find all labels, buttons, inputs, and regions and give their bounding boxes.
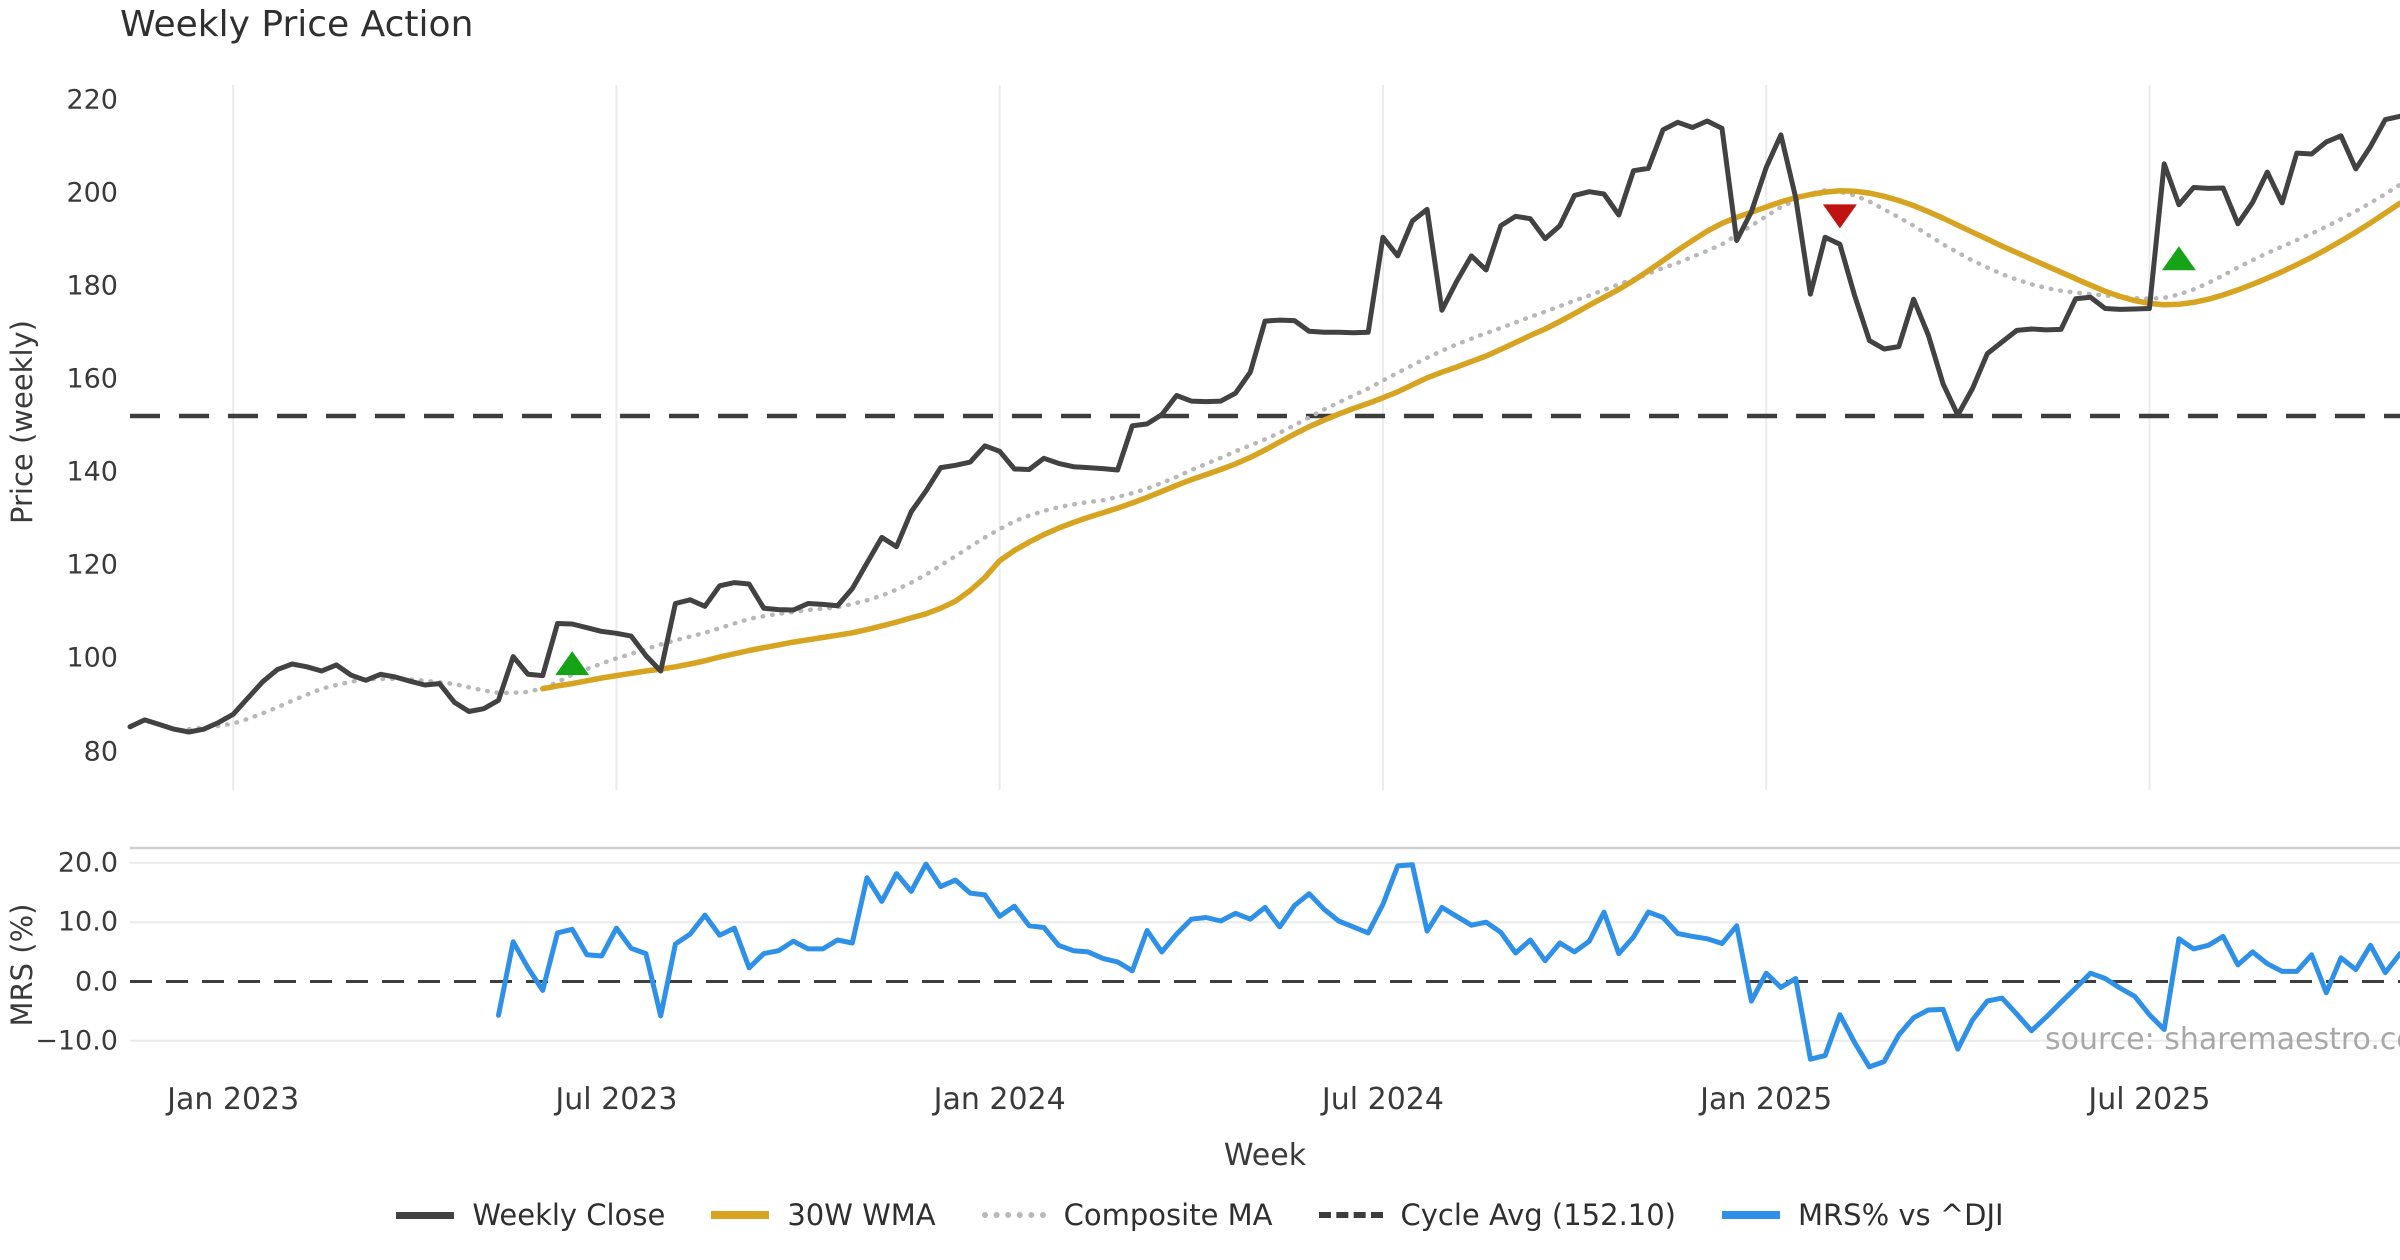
tick-label: 220 xyxy=(66,84,118,116)
chart-title: Weekly Price Action xyxy=(120,4,474,45)
tick-label: −10.0 xyxy=(35,1025,118,1057)
x-tick-Jul 2024: Jul 2024 xyxy=(1321,1082,1444,1117)
price-axis-label: Price (weekly) xyxy=(5,320,39,525)
source-watermark: source: sharemaestro.com xyxy=(2045,1022,2400,1057)
legend-label: MRS% vs ^DJI xyxy=(1798,1198,2004,1232)
tick-label: 160 xyxy=(66,363,118,395)
tick-label: 100 xyxy=(66,642,118,674)
composite-ma-line xyxy=(186,182,2400,732)
legend-item-wma: 30W WMA xyxy=(711,1198,936,1232)
tick-label: 80 xyxy=(83,736,118,767)
tick-label: 200 xyxy=(66,177,118,209)
buy-signal-icon xyxy=(555,651,590,676)
buy-signal-icon xyxy=(2161,246,2196,271)
legend-item-cycle: Cycle Avg (152.10) xyxy=(1318,1198,1677,1232)
tick-label: 0.0 xyxy=(75,966,118,997)
mrs-line xyxy=(496,861,2400,1070)
tick-label: 20.0 xyxy=(57,847,118,879)
sell-signal-icon xyxy=(1822,204,1857,229)
legend-item-mrs: MRS% vs ^DJI xyxy=(1722,1198,2004,1232)
tick-label: 10.0 xyxy=(57,906,118,938)
tick-label: 180 xyxy=(66,270,118,302)
wma-swatch-icon xyxy=(711,1211,770,1219)
legend-label: 30W WMA xyxy=(787,1198,936,1232)
legend-label: Cycle Avg (152.10) xyxy=(1400,1198,1677,1232)
legend-label: Composite MA xyxy=(1063,1198,1273,1232)
tick-label: 120 xyxy=(66,549,118,581)
x-axis-label: Week xyxy=(1223,1138,1307,1173)
weekly-close-swatch-icon xyxy=(396,1211,455,1219)
x-tick-Jul 2023: Jul 2023 xyxy=(555,1082,678,1117)
cycle-avg-swatch-icon xyxy=(1318,1212,1383,1218)
wma-30w-line xyxy=(539,188,2400,692)
composite-swatch-icon xyxy=(981,1212,1046,1218)
legend-item-weekly-close: Weekly Close xyxy=(396,1198,665,1232)
legend-item-composite: Composite MA xyxy=(981,1198,1273,1232)
x-tick-Jan 2024: Jan 2024 xyxy=(933,1082,1066,1117)
legend: Weekly Close 30W WMA Composite MA Cycle … xyxy=(0,1198,2400,1232)
legend-label: Weekly Close xyxy=(472,1198,666,1232)
mrs-swatch-icon xyxy=(1722,1211,1780,1219)
x-tick-Jul 2025: Jul 2025 xyxy=(2088,1082,2211,1117)
weekly-close-line xyxy=(127,113,2400,735)
x-tick-Jan 2023: Jan 2023 xyxy=(167,1082,300,1117)
tick-label: 140 xyxy=(66,456,118,488)
x-tick-Jan 2025: Jan 2025 xyxy=(1700,1082,1833,1117)
